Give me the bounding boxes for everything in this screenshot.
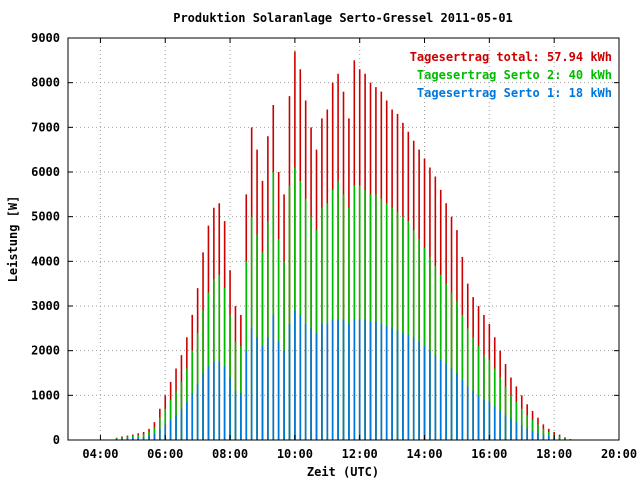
x-tick-label: 06:00 (147, 447, 183, 461)
y-axis-ticks: 0 1000 2000 3000 4000 5000 6000 7000 8000 9000 (31, 31, 619, 447)
y-tick-label: 1000 (31, 388, 60, 402)
x-tick-label: 20:00 (601, 447, 637, 461)
y-tick-label: 7000 (31, 120, 60, 134)
x-tick-label: 16:00 (471, 447, 507, 461)
y-tick-label: 8000 (31, 76, 60, 90)
legend-total: Tagesertrag total: 57.94 kWh (410, 50, 612, 64)
y-tick-label: 2000 (31, 344, 60, 358)
y-tick-label: 6000 (31, 165, 60, 179)
x-tick-label: 08:00 (212, 447, 248, 461)
x-tick-label: 10:00 (277, 447, 313, 461)
legend-serto2: Tagesertrag Serto 2: 40 kWh (417, 68, 612, 82)
y-tick-label: 9000 (31, 31, 60, 45)
plot-frame (67, 37, 620, 441)
y-tick-label: 4000 (31, 254, 60, 268)
x-axis-ticks: 04:00 06:00 08:00 10:00 12:00 14:00 16:00 18:00… (82, 38, 637, 461)
y-tick-label: 0 (53, 433, 60, 447)
y-tick-label: 3000 (31, 299, 60, 313)
legend-serto1: Tagesertrag Serto 1: 18 kWh (417, 86, 612, 100)
x-axis-label: Zeit (UTC) (307, 465, 379, 479)
y-tick-label: 5000 (31, 210, 60, 224)
y-axis-label: Leistung [W] (6, 196, 20, 283)
x-tick-label: 12:00 (342, 447, 378, 461)
x-tick-label: 04:00 (82, 447, 118, 461)
x-tick-label: 18:00 (536, 447, 572, 461)
chart-title: Produktion Solaranlage Serto-Gressel 201… (173, 11, 513, 25)
x-tick-label: 14:00 (406, 447, 442, 461)
